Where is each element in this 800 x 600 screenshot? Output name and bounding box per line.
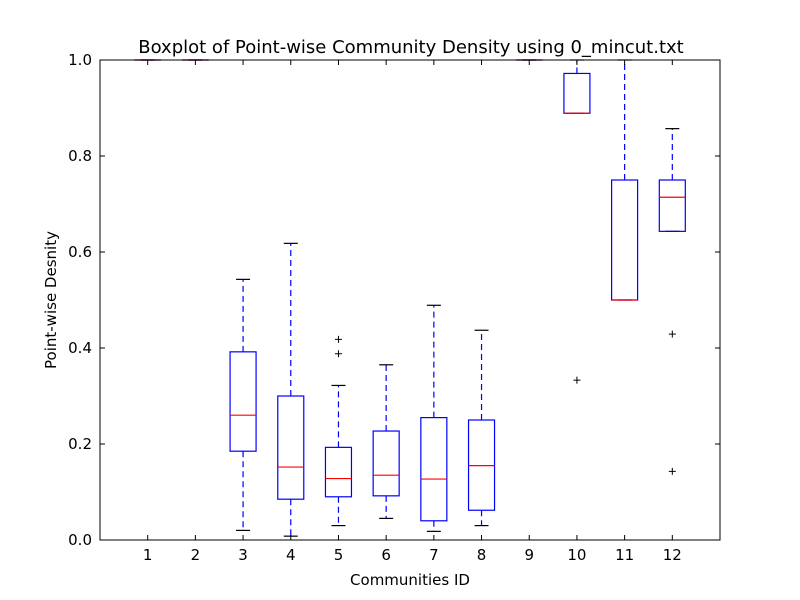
chart-title: Boxplot of Point-wise Community Density …: [138, 37, 683, 58]
axes: 1 2 3 4 5 6 7 8 9 10 11 120.00.20.40.60.81.0: [68, 51, 720, 564]
y-tick-label: 0.4: [68, 339, 92, 357]
x-axis-label: Communities ID: [350, 571, 470, 589]
y-tick-label: 0.0: [68, 531, 92, 549]
outlier-marker: [334, 335, 342, 343]
box-group-12: [658, 128, 686, 475]
box-iqr: [324, 446, 353, 498]
x-tick-label: 6: [381, 546, 391, 564]
box-group-6: [372, 364, 400, 520]
box-group-7: [420, 304, 448, 532]
outlier-marker: [668, 467, 676, 475]
x-tick-label: 3: [238, 546, 248, 564]
y-tick-label: 0.6: [68, 243, 92, 261]
box-group-3: [229, 278, 257, 532]
box-iqr: [277, 395, 305, 500]
x-tick-label: 10: [567, 546, 586, 564]
x-tick-label: 5: [334, 546, 344, 564]
x-tick-label: 11: [615, 546, 634, 564]
box-iqr: [372, 430, 400, 497]
box-group-8: [467, 329, 496, 527]
y-axis-label: Point-wise Desnity: [42, 231, 60, 369]
box-iqr: [611, 179, 639, 301]
x-tick-label: 8: [477, 546, 487, 564]
box-iqr: [563, 72, 591, 114]
x-tick-label: 1: [143, 546, 153, 564]
box-group-10: [563, 59, 591, 384]
x-tick-label: 7: [429, 546, 439, 564]
box-group-11: [611, 59, 639, 301]
outlier-marker: [668, 330, 676, 338]
plot-area: [134, 59, 686, 537]
plot-frame: [99, 59, 721, 541]
y-tick-label: 1.0: [68, 51, 92, 69]
y-tick-label: 0.2: [68, 435, 92, 453]
y-tick-label: 0.8: [68, 147, 92, 165]
x-tick-label: 9: [524, 546, 534, 564]
x-tick-label: 4: [286, 546, 296, 564]
outlier-marker: [334, 350, 342, 358]
box-iqr: [420, 417, 448, 522]
box-group-5: [324, 335, 353, 527]
outlier-marker: [573, 376, 581, 384]
x-tick-label: 2: [191, 546, 201, 564]
x-tick-label: 12: [663, 546, 682, 564]
box-group-4: [277, 242, 305, 537]
box-iqr: [658, 179, 686, 232]
box-iqr: [229, 351, 257, 452]
